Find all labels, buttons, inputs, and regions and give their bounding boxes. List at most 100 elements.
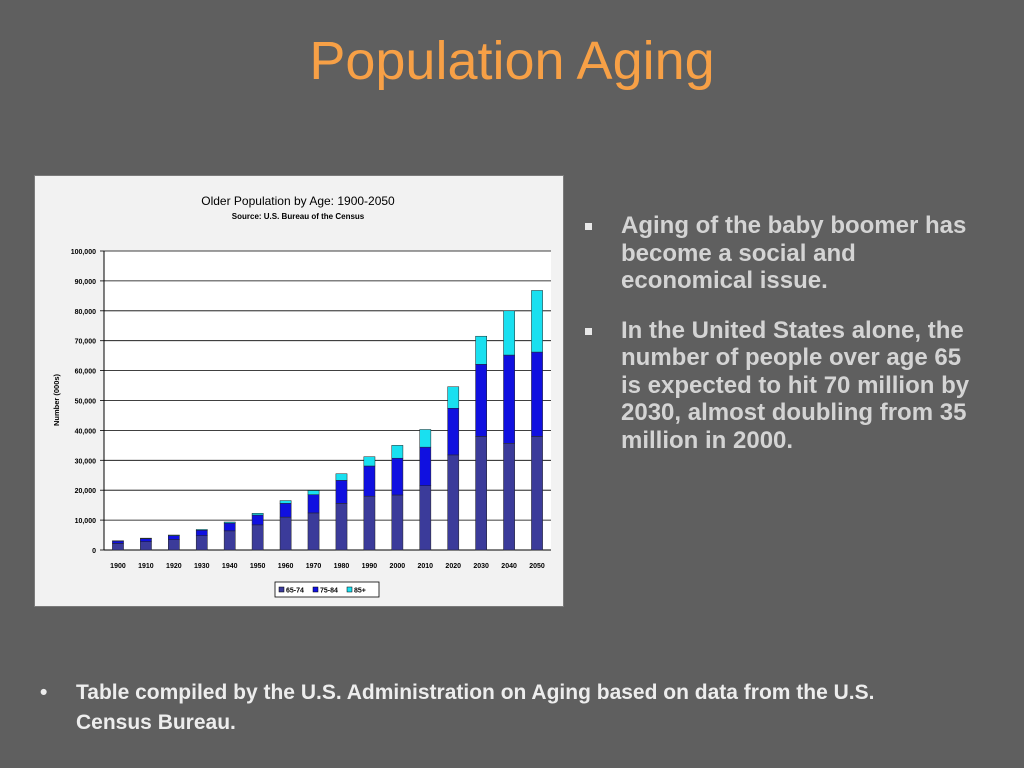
- bar-segment-85+: [531, 290, 543, 353]
- bar-segment-75-84: [223, 522, 236, 532]
- legend-label: 65-74: [286, 588, 304, 595]
- bar-segment-75-84: [140, 538, 152, 542]
- bar-segment-65-74: [419, 485, 432, 551]
- bar-segment-65-74: [531, 436, 543, 551]
- bar-segment-85+: [447, 386, 460, 409]
- x-tick-label: 2040: [501, 563, 517, 570]
- bar-segment-75-84: [475, 364, 487, 437]
- bar-segment-75-84: [112, 540, 124, 544]
- bar-segment-85+: [335, 473, 348, 481]
- bar-segment-75-84: [251, 514, 264, 526]
- y-tick-label: 100,000: [71, 249, 96, 256]
- bar-segment-75-84: [168, 535, 180, 540]
- y-tick-label: 80,000: [75, 309, 97, 316]
- legend-label: 85+: [354, 588, 366, 595]
- y-axis-label: Number (000s): [52, 373, 61, 426]
- footnote: • Table compiled by the U.S. Administrat…: [40, 678, 876, 738]
- bullet-list: Aging of the baby boomer has become a so…: [585, 212, 985, 476]
- legend-label: 75-84: [320, 588, 338, 595]
- chart-legend: 65-74 75-84 85+: [274, 581, 380, 598]
- stacked-bar-chart: Older Population by Age: 1900-2050 Sourc…: [52, 194, 551, 598]
- footnote-text: Table compiled by the U.S. Administratio…: [76, 681, 875, 734]
- bar-segment-65-74: [447, 454, 460, 551]
- y-tick-label: 50,000: [75, 399, 97, 406]
- x-tick-label: 2010: [417, 563, 433, 570]
- bar-segment-85+: [503, 310, 515, 356]
- bullet-item: Aging of the baby boomer has become a so…: [585, 212, 985, 295]
- bar-segment-85+: [419, 429, 432, 448]
- y-tick-label: 30,000: [75, 458, 97, 465]
- x-tick-label: 1950: [250, 563, 266, 570]
- bar-segment-65-74: [168, 539, 180, 551]
- legend-swatch: [346, 586, 353, 593]
- y-tick-label: 60,000: [75, 369, 97, 376]
- bar-segment-65-74: [363, 495, 376, 551]
- round-bullet-icon: •: [40, 681, 48, 704]
- y-tick-label: 90,000: [75, 279, 97, 286]
- y-axis-ticks: 0 10,000 20,000 30,000 40,000 50,000 60,000 70,…: [71, 249, 104, 555]
- bullet-text: In the United States alone, the number o…: [621, 316, 970, 454]
- bar-segment-75-84: [195, 530, 208, 536]
- legend-swatch: [312, 586, 319, 593]
- y-tick-label: 70,000: [75, 339, 97, 346]
- bullet-text: Aging of the baby boomer has become a so…: [621, 212, 967, 294]
- square-bullet-icon: [585, 327, 592, 335]
- bar-segment-75-84: [307, 494, 320, 514]
- bar-segment-75-84: [531, 351, 543, 437]
- bar-segment-65-74: [335, 503, 348, 551]
- bar-segment-75-84: [391, 457, 404, 496]
- bar-segment-65-74: [503, 443, 515, 551]
- bar-segment-65-74: [195, 535, 208, 551]
- bar-segment-85+: [279, 500, 292, 504]
- chart-panel: Older Population by Age: 1900-2050 Sourc…: [34, 175, 564, 607]
- x-tick-label: 1940: [222, 563, 238, 570]
- bar-segment-75-84: [335, 480, 348, 504]
- bar-segment-65-74: [223, 530, 236, 551]
- bar-segment-75-84: [419, 446, 432, 486]
- slide-title: Population Aging: [309, 31, 715, 91]
- bar-segment-85+: [391, 445, 404, 459]
- bar-segment-65-74: [391, 494, 404, 551]
- bar-segment-75-84: [503, 354, 515, 444]
- x-tick-label: 1910: [138, 563, 154, 570]
- x-tick-label: 1930: [194, 563, 210, 570]
- x-axis-ticks: 1900 1910 1920 1930 1940 1950 1960 1970 1980 1990…: [110, 563, 545, 570]
- bullet-item: In the United States alone, the number o…: [585, 317, 985, 455]
- bar-segment-65-74: [279, 516, 292, 551]
- bar-segment-65-74: [251, 524, 264, 551]
- x-tick-label: 1970: [306, 563, 322, 570]
- bar-segment-85+: [195, 529, 208, 531]
- bar-segment-85+: [475, 335, 487, 365]
- y-tick-label: 10,000: [75, 518, 97, 525]
- bar-segment-65-74: [475, 436, 487, 551]
- legend-box: [274, 581, 380, 598]
- bar-segment-85+: [223, 521, 236, 524]
- x-tick-label: 2020: [445, 563, 461, 570]
- bar-segment-85+: [140, 537, 152, 539]
- x-tick-label: 1900: [110, 563, 126, 570]
- bar-segment-85+: [363, 456, 376, 467]
- legend-swatch: [278, 586, 285, 593]
- bar-segment-65-74: [307, 512, 320, 551]
- bars: [112, 290, 543, 551]
- x-tick-label: 1920: [166, 563, 182, 570]
- bar-segment-75-84: [279, 503, 292, 518]
- square-bullet-icon: [585, 223, 592, 230]
- x-tick-label: 2030: [473, 563, 489, 570]
- y-tick-label: 0: [92, 548, 96, 555]
- bar-segment-75-84: [447, 408, 460, 456]
- bar-segment-85+: [251, 513, 264, 516]
- x-tick-label: 2000: [390, 563, 406, 570]
- bar-segment-75-84: [363, 465, 376, 497]
- bar-segment-85+: [307, 490, 320, 495]
- bar-segment-65-74: [140, 541, 152, 551]
- y-tick-label: 40,000: [75, 428, 97, 435]
- x-tick-label: 2050: [529, 563, 545, 570]
- chart-title: Older Population by Age: 1900-2050: [201, 194, 395, 208]
- x-tick-label: 1960: [278, 563, 294, 570]
- bar-segment-85+: [168, 534, 180, 536]
- y-tick-label: 20,000: [75, 488, 97, 495]
- chart-subtitle: Source: U.S. Bureau of the Census: [232, 212, 365, 221]
- x-tick-label: 1980: [334, 563, 350, 570]
- x-tick-label: 1990: [362, 563, 378, 570]
